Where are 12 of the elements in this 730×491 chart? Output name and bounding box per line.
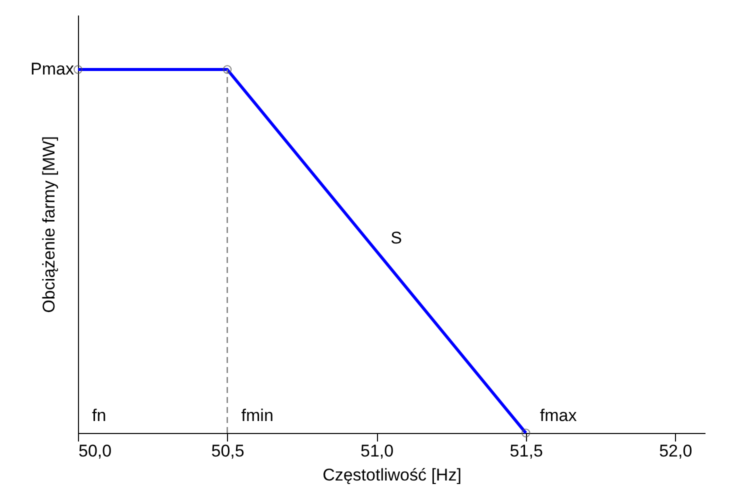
x-tick-label: 50,5 xyxy=(211,442,244,460)
annotation: Pmax xyxy=(30,60,74,79)
x-tick-label: 50,0 xyxy=(78,442,112,460)
annotation: fmin xyxy=(241,406,274,425)
y-axis-title: Obciążenie farmy [MW] xyxy=(40,136,58,313)
x-tick-label: 52,0 xyxy=(659,442,692,460)
annotation: S xyxy=(390,228,402,248)
x-tick-label: 51,0 xyxy=(360,442,394,460)
annotation: fn xyxy=(92,406,106,425)
x-tick-label: 51,5 xyxy=(510,442,543,460)
x-axis-title: Częstotliwość [Hz] xyxy=(322,466,462,484)
annotation: fmax xyxy=(540,406,578,425)
